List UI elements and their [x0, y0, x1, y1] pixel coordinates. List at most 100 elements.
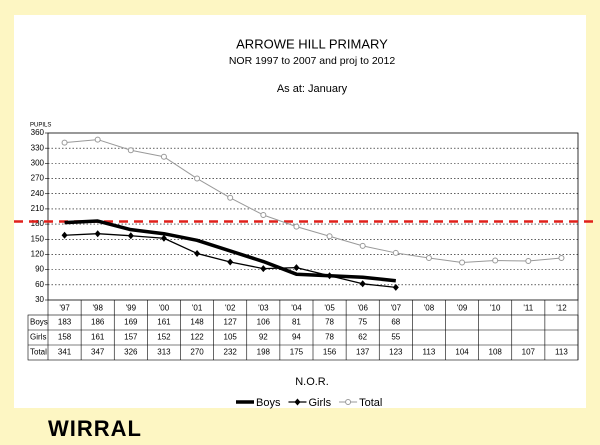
x-tick-label: '09 — [457, 304, 468, 313]
x-tick-label: '06 — [357, 304, 368, 313]
point — [293, 264, 300, 272]
x-tick-label: '10 — [490, 304, 501, 313]
x-tick-label: '08 — [424, 304, 435, 313]
table-cell: 113 — [555, 348, 568, 357]
table-row-header: Girls — [30, 333, 46, 342]
table-cell: 157 — [124, 333, 138, 342]
table-cell: 62 — [358, 333, 367, 342]
table-cell: 78 — [325, 333, 334, 342]
legend-label: Girls — [308, 397, 331, 409]
x-tick-label: '99 — [126, 304, 137, 313]
point — [61, 139, 68, 146]
table-cell: 183 — [58, 318, 72, 327]
x-axis-label: N.O.R. — [295, 376, 329, 388]
point — [326, 233, 333, 240]
table-cell: 156 — [323, 348, 337, 357]
point — [94, 136, 101, 143]
table-cell: 108 — [489, 348, 503, 357]
table-cell: 94 — [292, 333, 301, 342]
point — [293, 223, 300, 230]
x-tick-label: '98 — [92, 304, 103, 313]
point — [359, 242, 366, 249]
y-tick-label: 90 — [35, 265, 44, 274]
table-cell: 123 — [389, 348, 403, 357]
point — [194, 175, 201, 182]
table-cell: 161 — [157, 318, 171, 327]
table-cell: 326 — [124, 348, 138, 357]
point — [260, 211, 267, 218]
point — [127, 147, 134, 154]
table-cell: 105 — [224, 333, 238, 342]
legend-marker — [294, 398, 301, 406]
panel — [14, 15, 586, 408]
y-tick-label: 300 — [31, 158, 45, 167]
legend-label: Total — [359, 397, 382, 409]
x-tick-label: '97 — [59, 304, 70, 313]
table-cell: 169 — [124, 318, 138, 327]
table-cell: 92 — [259, 333, 268, 342]
table-row-header: Boys — [30, 318, 48, 327]
series-line — [64, 219, 396, 283]
table-cell: 107 — [522, 348, 536, 357]
legend-label: Boys — [256, 397, 281, 409]
x-tick-label: '00 — [159, 304, 170, 313]
x-tick-label: '07 — [391, 304, 402, 313]
table-row-header: Total — [30, 348, 47, 357]
table-cell: 175 — [290, 348, 304, 357]
y-tick-label: 30 — [35, 295, 44, 304]
y-tick-label: 120 — [31, 250, 45, 259]
x-tick-label: '01 — [192, 304, 203, 313]
y-tick-label: 270 — [31, 174, 45, 183]
annotation: As at: January — [277, 83, 348, 95]
x-tick-label: '03 — [258, 304, 269, 313]
table-cell: 68 — [391, 318, 400, 327]
point — [392, 283, 399, 291]
point — [127, 232, 134, 240]
x-tick-label: '11 — [523, 304, 533, 313]
point — [558, 254, 565, 261]
table-cell: 81 — [292, 318, 301, 327]
legend-marker — [345, 399, 352, 405]
y-tick-label: 330 — [31, 143, 45, 152]
point — [160, 153, 167, 160]
point — [525, 258, 532, 265]
point — [392, 249, 399, 256]
table-cell: 161 — [91, 333, 105, 342]
table-cell: 313 — [157, 348, 171, 357]
y-tick-label: 180 — [31, 219, 45, 228]
table-cell: 55 — [391, 333, 400, 342]
table-cell: 75 — [358, 318, 367, 327]
table-cell: 106 — [257, 318, 271, 327]
table-cell: 78 — [325, 318, 334, 327]
x-tick-label: '02 — [225, 304, 236, 313]
point — [227, 194, 234, 201]
table-cell: 347 — [91, 348, 105, 357]
point — [425, 254, 432, 261]
y-tick-label: 360 — [31, 128, 45, 137]
table-cell: 341 — [58, 348, 72, 357]
chart-title: ARROWE HILL PRIMARY — [236, 36, 388, 51]
y-tick-label: 210 — [31, 204, 45, 213]
table-cell: 152 — [157, 333, 171, 342]
x-tick-label: '04 — [291, 304, 302, 313]
table-cell: 232 — [224, 348, 238, 357]
chart-subtitle: NOR 1997 to 2007 and proj to 2012 — [229, 55, 396, 67]
y-tick-label: 240 — [31, 189, 45, 198]
table-cell: 148 — [190, 318, 204, 327]
y-axis-label: PUPILS — [30, 123, 51, 129]
y-tick-label: 150 — [31, 234, 45, 243]
point — [61, 231, 68, 239]
series-line — [64, 139, 562, 264]
x-tick-label: '12 — [556, 304, 567, 313]
x-tick-label: '05 — [324, 304, 335, 313]
point — [194, 249, 201, 257]
table-cell: 127 — [224, 318, 238, 327]
point — [160, 234, 167, 242]
point — [260, 265, 267, 273]
point — [492, 257, 499, 264]
point — [94, 230, 101, 238]
table-cell: 186 — [91, 318, 105, 327]
logo: WIRRAL — [48, 416, 142, 441]
table-cell: 113 — [423, 348, 436, 357]
